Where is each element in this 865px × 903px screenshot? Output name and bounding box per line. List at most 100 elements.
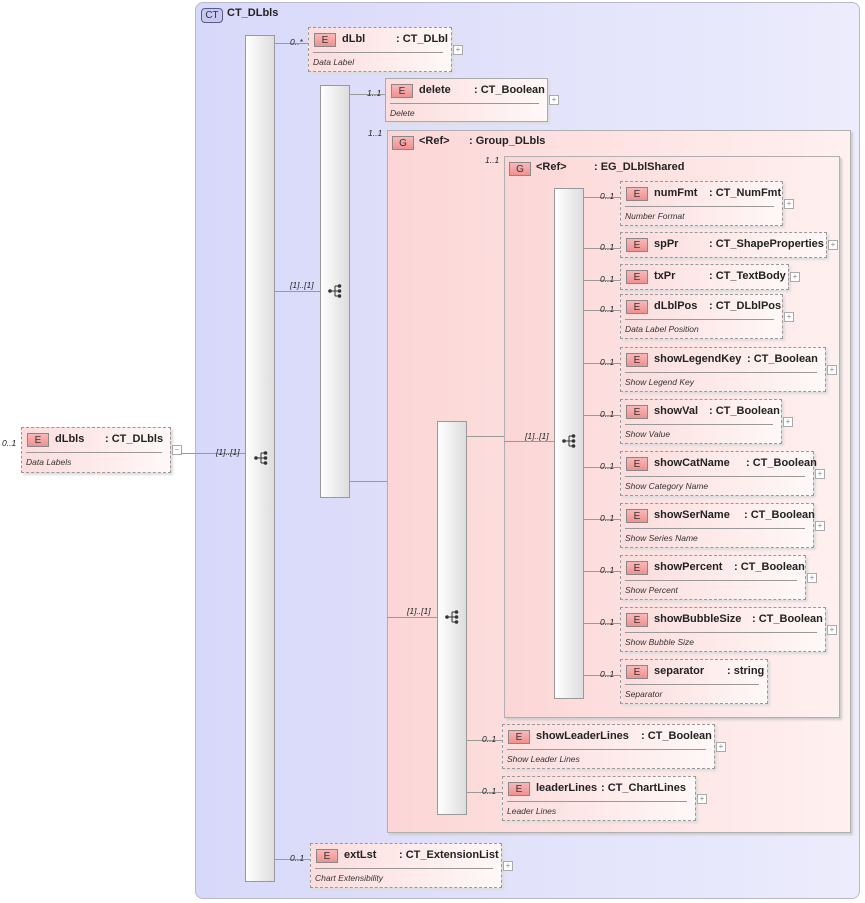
element-name: showBubbleSize — [654, 613, 742, 625]
expand-button[interactable]: + — [503, 860, 513, 871]
element-documentation: Separator — [625, 689, 663, 699]
expand-button[interactable]: + — [784, 198, 794, 209]
separator-line — [26, 452, 162, 453]
separator-line — [625, 424, 773, 425]
element-documentation: Show Value — [625, 429, 671, 439]
collapse-button[interactable]: − — [172, 445, 182, 455]
element-documentation: Show Series Name — [625, 533, 698, 543]
element-name: delete — [419, 84, 451, 96]
element-badge-icon: E — [27, 433, 49, 447]
complex-type-badge: CT — [201, 8, 223, 23]
element-name: spPr — [654, 238, 679, 250]
separator-line — [315, 868, 493, 869]
element-type: : CT_DLblPos — [709, 300, 782, 312]
element-documentation: Number Format — [625, 211, 685, 221]
element-type: : CT_Boolean — [744, 509, 815, 521]
element-documentation: Show Legend Key — [625, 377, 694, 387]
element-name: showCatName — [654, 457, 730, 469]
expand-button[interactable]: + — [807, 572, 817, 583]
cardinality-label: 0..1 — [600, 357, 615, 367]
element-name: showSerName — [654, 509, 730, 521]
element-type: : CT_Boolean — [752, 613, 823, 625]
connector-line — [275, 291, 320, 292]
element-type: : CT_Boolean — [734, 561, 805, 573]
sequence-icon — [445, 610, 459, 624]
expand-button[interactable]: + — [790, 272, 800, 282]
element-name: separator — [654, 665, 705, 677]
expand-button[interactable]: + — [815, 520, 825, 531]
connector-line — [275, 43, 308, 44]
connector-line — [466, 792, 502, 793]
expand-button[interactable]: + — [783, 416, 793, 427]
element-name: showLegendKey — [654, 353, 742, 365]
element-type: : CT_ChartLines — [601, 782, 686, 794]
expand-button[interactable]: + — [827, 624, 837, 635]
element-badge-icon: E — [626, 561, 648, 575]
sequence-icon — [562, 434, 576, 448]
element-name: showPercent — [654, 561, 723, 573]
element-badge-icon: E — [626, 238, 648, 252]
connector-line — [466, 740, 502, 741]
separator-line — [625, 319, 774, 320]
expand-button[interactable]: + — [453, 44, 463, 55]
expand-button[interactable]: + — [827, 364, 837, 375]
element-type: : CT_Boolean — [709, 405, 780, 417]
expand-button[interactable]: + — [828, 240, 838, 250]
element-name: dLblPos — [654, 300, 698, 312]
element-name: extLst — [344, 849, 377, 861]
element-name: numFmt — [654, 187, 698, 199]
connector-line — [349, 481, 387, 482]
expand-button[interactable]: + — [549, 95, 559, 105]
connector-line — [504, 441, 554, 442]
cardinality-label: 0..1 — [600, 191, 615, 201]
element-name: dLbls — [55, 433, 85, 445]
cardinality-label: 0..1 — [600, 274, 615, 284]
element-documentation: Delete — [390, 108, 415, 118]
cardinality-label: [1]..[1] — [525, 431, 549, 441]
expand-button[interactable]: + — [716, 741, 726, 752]
sequence-icon — [328, 284, 342, 298]
cardinality-label: 0..1 — [482, 734, 497, 744]
element-badge-icon: E — [508, 782, 530, 796]
element-type: : CT_ShapeProperties — [709, 238, 824, 250]
element-badge-icon: E — [626, 457, 648, 471]
connector-line — [583, 197, 620, 198]
element-type: : CT_ExtensionList — [399, 849, 499, 861]
sequence-icon — [254, 451, 268, 465]
element-name: showLeaderLines — [536, 730, 629, 742]
connector-line — [583, 248, 620, 249]
cardinality-label: 0..1 — [600, 513, 615, 523]
element-type: : CT_DLbl — [396, 33, 448, 45]
connector-line — [466, 436, 504, 437]
expand-button[interactable]: + — [697, 793, 707, 804]
element-badge-icon: E — [314, 33, 336, 47]
element-type: : CT_Boolean — [474, 84, 545, 96]
cardinality-label: 0..1 — [600, 409, 615, 419]
separator-line — [625, 528, 805, 529]
expand-button[interactable]: + — [784, 311, 794, 322]
element-name: leaderLines — [536, 782, 598, 794]
separator-line — [507, 749, 706, 750]
element-type: : CT_Boolean — [747, 353, 818, 365]
cardinality-label: 0..1 — [600, 565, 615, 575]
expand-button[interactable]: + — [815, 468, 825, 479]
element-badge-icon: E — [626, 353, 648, 367]
element-name: dLbl — [342, 33, 366, 45]
